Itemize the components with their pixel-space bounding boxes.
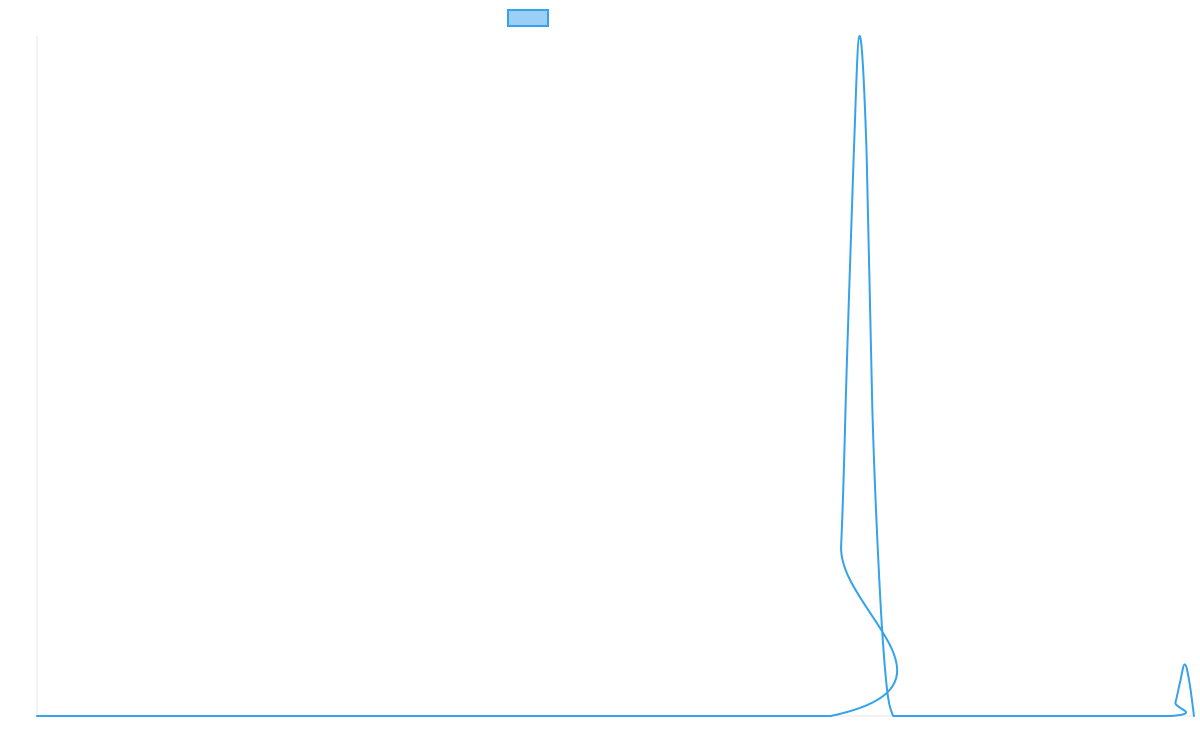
legend xyxy=(507,9,549,27)
series-layer xyxy=(36,35,1195,718)
axes xyxy=(36,36,1194,717)
legend-swatch[interactable] xyxy=(507,9,549,27)
series-line xyxy=(36,35,1195,718)
